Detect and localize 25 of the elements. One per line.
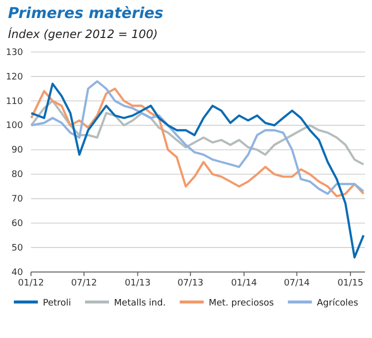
- x-tick-label: 07/14: [284, 278, 310, 288]
- legend-label: Petroli: [42, 298, 72, 308]
- x-tick-label: 07/13: [177, 278, 204, 288]
- line-series: [30, 100, 365, 166]
- legend-label: Met. preciosos: [208, 298, 274, 308]
- chart-title: Primeres matèries: [8, 4, 164, 22]
- x-tick-label: 01/15: [337, 278, 364, 288]
- chart-subtitle: Índex (gener 2012 = 100): [8, 27, 158, 41]
- y-tick-label: 40: [12, 268, 24, 278]
- line-series: [30, 82, 365, 258]
- legend-label: Metalls ind.: [114, 298, 166, 308]
- x-tick-label: 01/12: [18, 278, 44, 288]
- x-tick-label: 07/12: [71, 278, 98, 288]
- y-tick-label: 70: [12, 194, 24, 205]
- y-tick-label: 50: [12, 243, 24, 254]
- y-tick-label: 100: [6, 121, 24, 132]
- x-tick-label: 01/14: [231, 278, 258, 288]
- y-tick-label: 110: [6, 96, 24, 107]
- legend-label: Agrícoles: [316, 298, 358, 308]
- y-tick-label: 60: [12, 218, 24, 229]
- x-tick-label: 01/13: [124, 278, 151, 288]
- y-tick-label: 130: [6, 48, 24, 58]
- y-tick-label: 120: [6, 72, 24, 82]
- y-tick-label: 90: [12, 146, 24, 156]
- y-tick-label: 80: [12, 170, 24, 180]
